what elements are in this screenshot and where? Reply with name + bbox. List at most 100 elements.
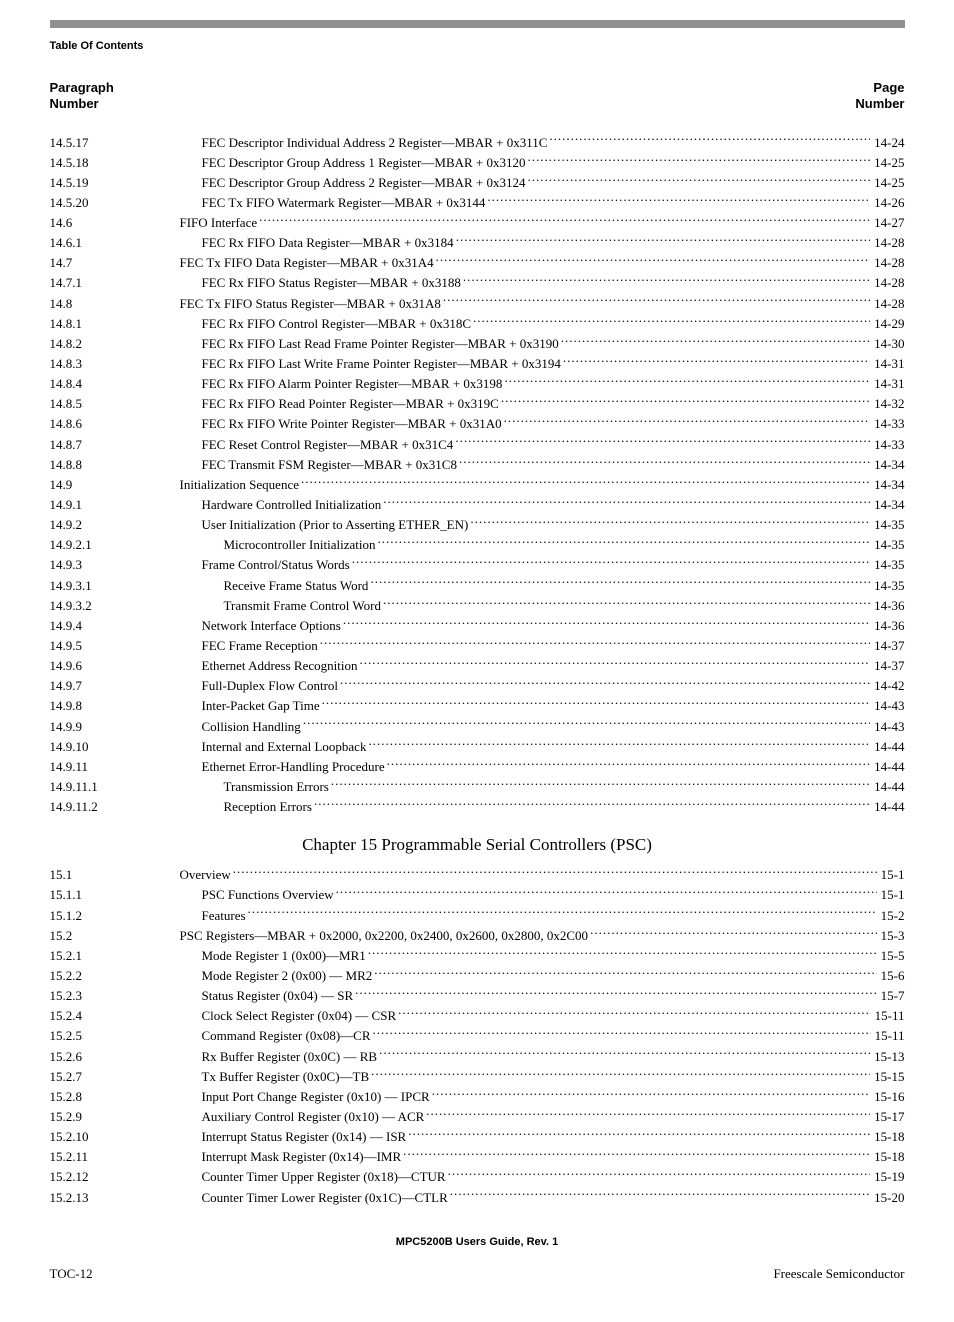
footer-row: TOC-12 Freescale Semiconductor <box>50 1266 905 1282</box>
leader-dots <box>303 718 870 731</box>
leader-dots <box>403 1148 870 1161</box>
page-number: 14-32 <box>872 394 904 414</box>
toc-title-cell: Clock Select Register (0x04) — CSR 15-11 <box>180 1006 905 1026</box>
leader-dots <box>501 395 870 408</box>
toc-row: 15.1.1PSC Functions Overview 15-1 <box>50 885 905 905</box>
paragraph-number: 15.1.2 <box>50 906 180 926</box>
toc-row: 14.8.3FEC Rx FIFO Last Write Frame Point… <box>50 354 905 374</box>
toc-row: 14.8.1FEC Rx FIFO Control Register—MBAR … <box>50 314 905 334</box>
leader-dots <box>563 355 870 368</box>
toc-title: Full-Duplex Flow Control <box>180 676 339 696</box>
toc-title: PSC Registers—MBAR + 0x2000, 0x2200, 0x2… <box>180 926 589 946</box>
toc-row: 15.1.2Features 15-2 <box>50 906 905 926</box>
footer-right: Freescale Semiconductor <box>773 1266 904 1282</box>
toc-title-cell: Frame Control/Status Words 14-35 <box>180 555 905 575</box>
toc-title-cell: Rx Buffer Register (0x0C) — RB 15-13 <box>180 1047 905 1067</box>
toc-row: 15.2.12Counter Timer Upper Register (0x1… <box>50 1167 905 1187</box>
leader-dots <box>459 456 870 469</box>
page-number: 15-16 <box>872 1087 904 1107</box>
toc-title-cell: PSC Functions Overview 15-1 <box>180 885 905 905</box>
page-number: 15-18 <box>872 1127 904 1147</box>
leader-dots <box>359 657 870 670</box>
toc-title: FEC Rx FIFO Status Register—MBAR + 0x318… <box>180 273 461 293</box>
footer-center: MPC5200B Users Guide, Rev. 1 <box>50 1236 905 1248</box>
paragraph-number: 14.5.17 <box>50 133 180 153</box>
page-number: 14-33 <box>872 414 904 434</box>
page-number: 15-5 <box>879 946 905 966</box>
toc-title: Ethernet Address Recognition <box>180 656 358 676</box>
leader-dots <box>590 927 877 940</box>
leader-dots <box>470 516 870 529</box>
page-number: 15-11 <box>873 1026 905 1046</box>
page-number: 15-1 <box>879 885 905 905</box>
toc-title-cell: Ethernet Address Recognition 14-37 <box>180 656 905 676</box>
leader-dots <box>377 536 870 549</box>
paragraph-number: 14.9.9 <box>50 717 180 737</box>
toc-title-cell: Initialization Sequence 14-34 <box>180 475 905 495</box>
chapter-15-title: Chapter 15 Programmable Serial Controlle… <box>50 835 905 855</box>
toc-title: FEC Tx FIFO Status Register—MBAR + 0x31A… <box>180 294 441 314</box>
toc-row: 15.2.13Counter Timer Lower Register (0x1… <box>50 1188 905 1208</box>
paragraph-number: 14.8.3 <box>50 354 180 374</box>
paragraph-number: 15.2.10 <box>50 1127 180 1147</box>
paragraph-number: 14.9.2 <box>50 515 180 535</box>
toc-row: 15.2.8Input Port Change Register (0x10) … <box>50 1087 905 1107</box>
toc-row: 14.9.1Hardware Controlled Initialization… <box>50 495 905 515</box>
toc-title: Transmission Errors <box>180 777 329 797</box>
toc-title: FEC Tx FIFO Data Register—MBAR + 0x31A4 <box>180 253 434 273</box>
toc-title-cell: FEC Descriptor Group Address 2 Register—… <box>180 173 905 193</box>
toc-title-cell: Tx Buffer Register (0x0C)—TB 15-15 <box>180 1067 905 1087</box>
leader-dots <box>371 1068 870 1081</box>
toc-title-cell: Counter Timer Lower Register (0x1C)—CTLR… <box>180 1188 905 1208</box>
header-rule <box>50 20 905 28</box>
paragraph-number: 14.5.19 <box>50 173 180 193</box>
paragraph-number: 14.9.3 <box>50 555 180 575</box>
page-number: 15-18 <box>872 1147 904 1167</box>
page-number: 14-35 <box>872 535 904 555</box>
leader-dots <box>456 234 870 247</box>
toc-row: 15.2.7Tx Buffer Register (0x0C)—TB 15-15 <box>50 1067 905 1087</box>
toc-title: Frame Control/Status Words <box>180 555 350 575</box>
toc-title-cell: FEC Rx FIFO Write Pointer Register—MBAR … <box>180 414 905 434</box>
toc-row: 14.5.17FEC Descriptor Individual Address… <box>50 133 905 153</box>
toc-title: Features <box>180 906 246 926</box>
toc-row: 15.2.2Mode Register 2 (0x00) — MR2 15-6 <box>50 966 905 986</box>
column-headers: Paragraph Number Page Number <box>50 80 905 113</box>
toc-title-cell: PSC Registers—MBAR + 0x2000, 0x2200, 0x2… <box>180 926 905 946</box>
paragraph-number: 14.9.8 <box>50 696 180 716</box>
paragraph-number: 14.6.1 <box>50 233 180 253</box>
toc-title-cell: Receive Frame Status Word 14-35 <box>180 576 905 596</box>
toc-title-cell: Transmission Errors 14-44 <box>180 777 905 797</box>
toc-row: 15.2.10Interrupt Status Register (0x14) … <box>50 1127 905 1147</box>
toc-title: Input Port Change Register (0x10) — IPCR <box>180 1087 430 1107</box>
paragraph-number: 14.8.2 <box>50 334 180 354</box>
toc-title-cell: FEC Descriptor Individual Address 2 Regi… <box>180 133 905 153</box>
leader-dots <box>368 947 877 960</box>
paragraph-number: 15.2.12 <box>50 1167 180 1187</box>
paragraph-number: 14.7 <box>50 253 180 273</box>
leader-dots <box>426 1108 870 1121</box>
toc-title: Command Register (0x08)—CR <box>180 1026 371 1046</box>
toc-row: 14.8.7FEC Reset Control Register—MBAR + … <box>50 435 905 455</box>
toc-title-cell: Collision Handling 14-43 <box>180 717 905 737</box>
page-number: 14-44 <box>872 757 904 777</box>
paragraph-number: 15.2.5 <box>50 1026 180 1046</box>
paragraph-number: 14.9.10 <box>50 737 180 757</box>
leader-dots <box>370 577 870 590</box>
page-number: 14-44 <box>872 777 904 797</box>
leader-dots <box>301 476 870 489</box>
toc-title: Initialization Sequence <box>180 475 299 495</box>
page-number: 15-2 <box>879 906 905 926</box>
page-number: 14-28 <box>872 233 904 253</box>
toc-row: 14.9.11.1Transmission Errors 14-44 <box>50 777 905 797</box>
toc-title: FEC Rx FIFO Alarm Pointer Register—MBAR … <box>180 374 503 394</box>
toc-row: 14.5.19FEC Descriptor Group Address 2 Re… <box>50 173 905 193</box>
toc-title: Rx Buffer Register (0x0C) — RB <box>180 1047 378 1067</box>
page-number: 14-24 <box>872 133 904 153</box>
page-number: 14-27 <box>872 213 904 233</box>
toc-row: 15.2.9Auxiliary Control Register (0x10) … <box>50 1107 905 1127</box>
leader-dots <box>561 335 870 348</box>
page-number: 15-20 <box>872 1188 904 1208</box>
paragraph-number: 14.9.1 <box>50 495 180 515</box>
toc-title-cell: FEC Tx FIFO Watermark Register—MBAR + 0x… <box>180 193 905 213</box>
